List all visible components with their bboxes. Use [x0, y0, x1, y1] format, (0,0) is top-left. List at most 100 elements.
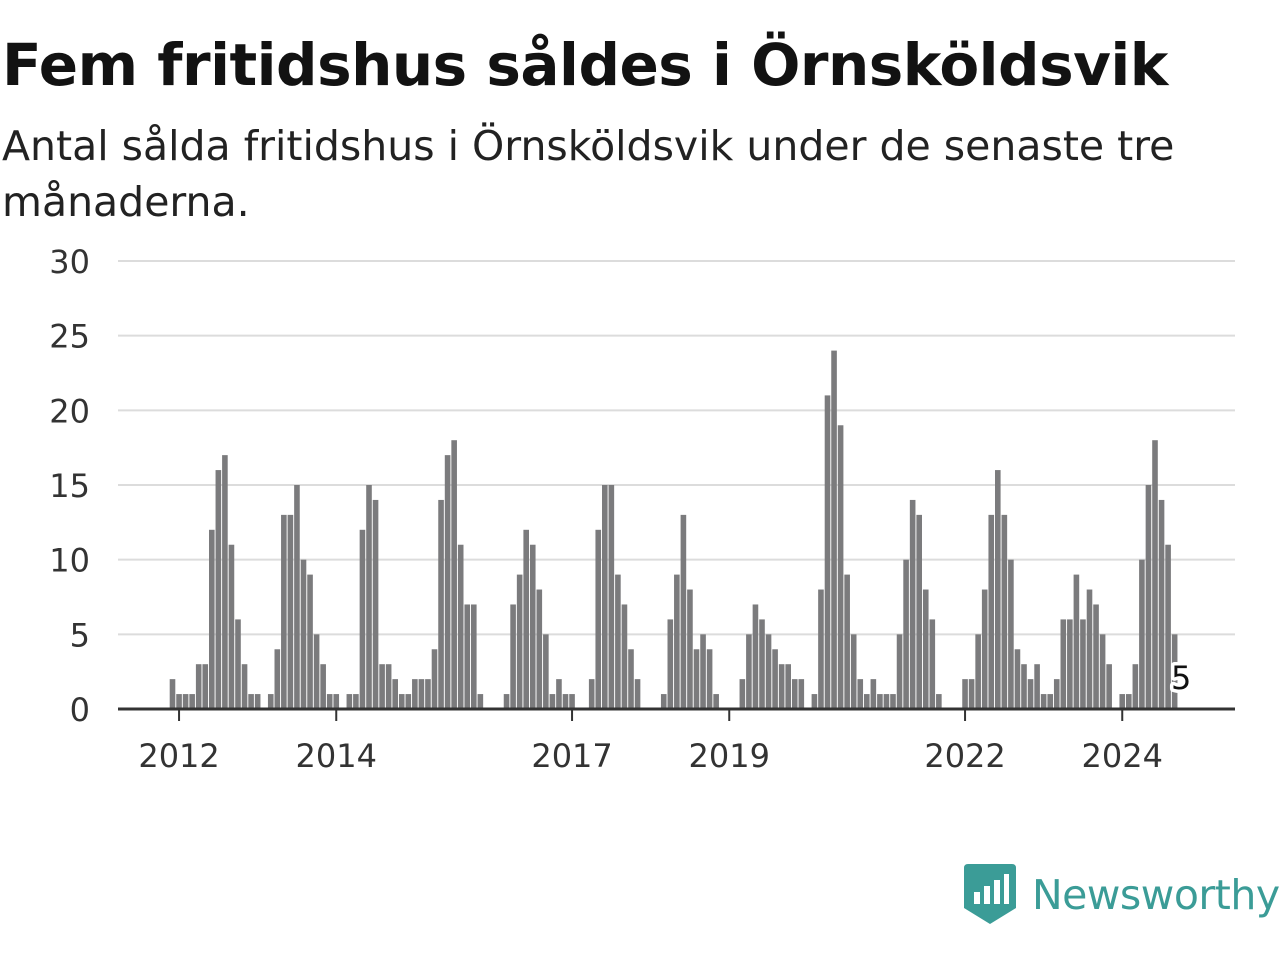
- bar: [896, 634, 903, 709]
- bar: [706, 649, 713, 709]
- bar: [674, 574, 680, 709]
- bar: [634, 679, 641, 709]
- bar: [182, 694, 189, 709]
- bar: [209, 529, 215, 709]
- bar: [195, 664, 202, 709]
- bar: [281, 514, 287, 709]
- bar: [693, 649, 700, 709]
- bar: [189, 694, 195, 709]
- y-tick-label: 10: [49, 542, 90, 580]
- bar: [602, 485, 608, 709]
- bar: [660, 694, 667, 709]
- bar: [1040, 694, 1047, 709]
- bar: [837, 425, 844, 709]
- x-tick-label: 2017: [531, 737, 612, 775]
- bar: [1132, 664, 1139, 709]
- bar: [870, 679, 877, 709]
- bar: [883, 694, 890, 709]
- bar: [1001, 514, 1008, 709]
- bar: [451, 440, 457, 709]
- bar: [772, 649, 778, 709]
- bar: [844, 574, 850, 709]
- bar: [405, 694, 412, 709]
- bar: [1145, 485, 1152, 709]
- bar: [471, 604, 477, 709]
- bar: [700, 634, 706, 709]
- bar: [995, 470, 1001, 709]
- bar-chart: 0 5 10 15 20 25 30 2012 2014 2017 2019 2022 2024 5: [49, 243, 1235, 775]
- x-tick-label: 2014: [296, 737, 377, 775]
- bar: [1067, 619, 1073, 709]
- bar: [464, 604, 471, 709]
- bar: [215, 470, 222, 709]
- bar: [353, 694, 359, 709]
- bar: [307, 574, 313, 709]
- bar: [1086, 589, 1093, 709]
- bar: [628, 649, 634, 709]
- bar: [850, 634, 857, 709]
- bar: [549, 694, 556, 709]
- bar: [267, 694, 274, 709]
- bar: [392, 679, 398, 709]
- bar: [1126, 694, 1132, 709]
- bar: [824, 395, 831, 709]
- bar: [1152, 440, 1158, 709]
- bar: [1053, 679, 1060, 709]
- bar: [818, 589, 824, 709]
- bar: [929, 619, 936, 709]
- bar: [1080, 619, 1086, 709]
- bar: [595, 529, 602, 709]
- bar: [372, 499, 379, 709]
- bar: [1008, 559, 1014, 709]
- bar: [936, 694, 942, 709]
- bar: [615, 574, 621, 709]
- bar: [503, 694, 510, 709]
- bar: [300, 559, 307, 709]
- bar: [444, 455, 451, 709]
- bar: [1027, 679, 1034, 709]
- x-tick-label: 2019: [689, 737, 770, 775]
- bar: [438, 499, 444, 709]
- bar: [1060, 619, 1067, 709]
- bar: [412, 679, 418, 709]
- bar: [903, 559, 909, 709]
- value-labels: 5: [1168, 656, 1195, 701]
- bar: [975, 634, 981, 709]
- x-tick-label: 2022: [924, 737, 1005, 775]
- bar: [313, 634, 320, 709]
- bar: [1171, 634, 1178, 709]
- x-axis-ticks: 2012 2014 2017 2019 2022 2024: [138, 709, 1163, 775]
- bar: [713, 694, 719, 709]
- bar: [228, 544, 235, 709]
- y-tick-label: 0: [70, 691, 90, 729]
- bar: [1093, 604, 1099, 709]
- bar: [1034, 664, 1040, 709]
- bar: [1106, 664, 1112, 709]
- bar: [1119, 694, 1126, 709]
- bar: [778, 664, 785, 709]
- bar: [864, 694, 870, 709]
- bar: [890, 694, 896, 709]
- bar: [562, 694, 569, 709]
- bar: [385, 664, 392, 709]
- bar: [529, 544, 536, 709]
- bar: [608, 485, 615, 709]
- bar: [569, 694, 575, 709]
- bar: [510, 604, 516, 709]
- bar: [680, 514, 687, 709]
- y-tick-label: 25: [49, 318, 90, 356]
- bar: [359, 529, 366, 709]
- bar: [922, 589, 929, 709]
- bar: [746, 634, 752, 709]
- bar: [366, 485, 372, 709]
- x-tick-label: 2012: [138, 737, 219, 775]
- bar: [988, 514, 995, 709]
- bar: [1099, 634, 1106, 709]
- bar: [968, 679, 975, 709]
- brand-name: Newsworthy: [1032, 871, 1280, 919]
- bar: [916, 514, 922, 709]
- bar: [536, 589, 543, 709]
- bar: [425, 679, 431, 709]
- bar: [326, 694, 333, 709]
- bar: [222, 455, 228, 709]
